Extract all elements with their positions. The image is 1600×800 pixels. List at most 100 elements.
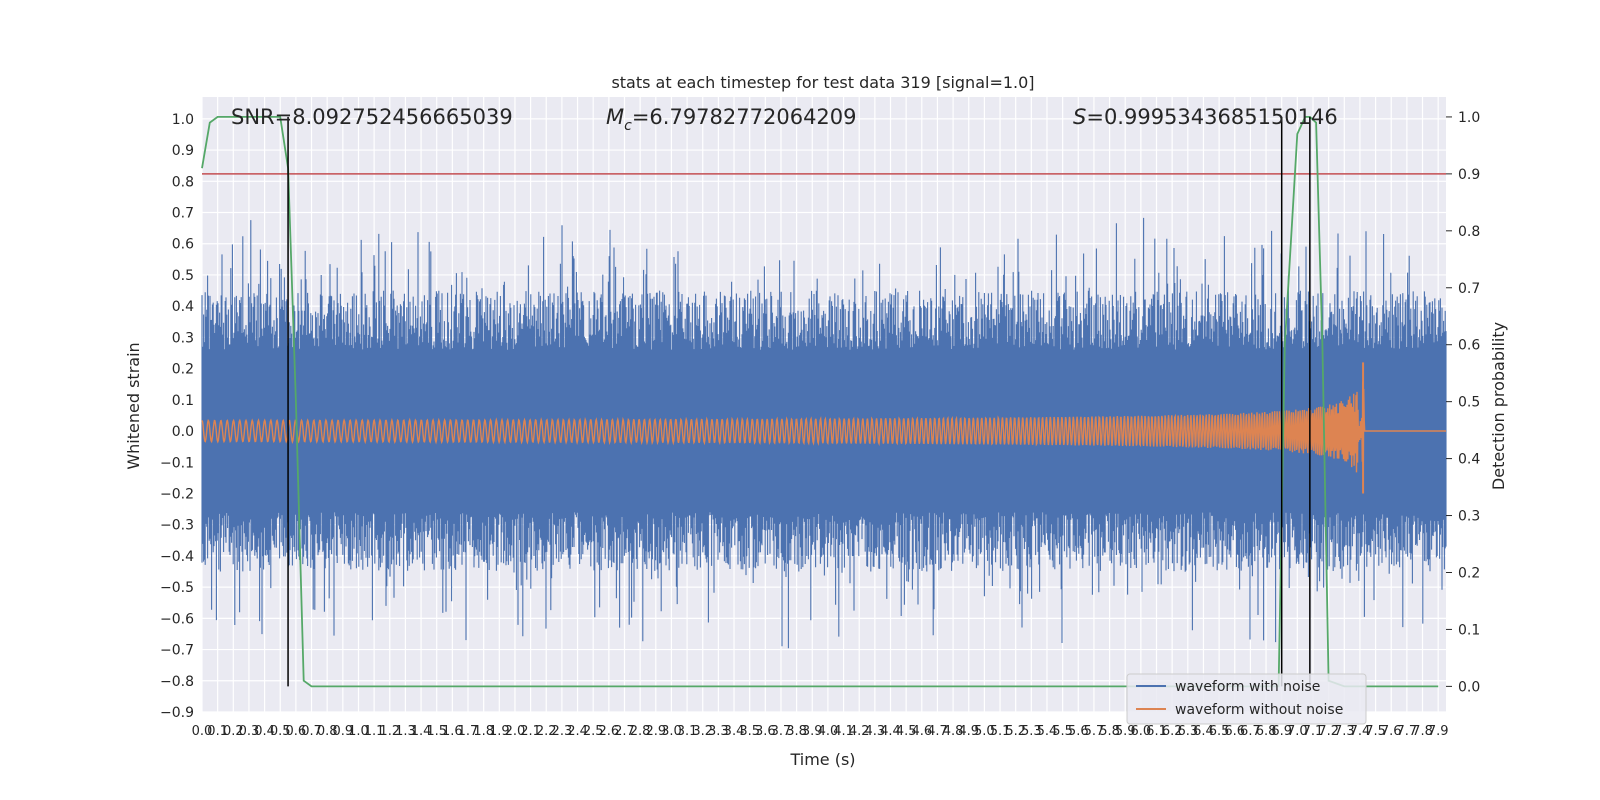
vertical-lines [287,116,1311,687]
x-tick-label: 7.2 [1318,724,1339,739]
s-symbol: S [1073,105,1086,129]
legend-box [1126,673,1367,725]
x-tick-label: 2.3 [552,724,573,739]
x-tick-label: 7.5 [1365,724,1386,739]
x-tick-label: 2.0 [505,724,526,739]
y-tick-label-right: 1.0 [1458,110,1480,126]
y-tick-label: 0.1 [172,393,194,409]
x-tick-label: 2.5 [583,724,604,739]
x-tick-label: 2.4 [567,724,588,739]
y-tick-label: 0.3 [172,330,194,346]
snr-annotation: SNR=8.092752456665039 [231,105,513,129]
x-tick-label: 1.3 [395,724,416,739]
x-tick-label: 5.8 [1099,724,1120,739]
x-tick-label: 7.8 [1412,724,1433,739]
x-tick-label: 2.2 [536,724,557,739]
series-detection-probability [201,116,1439,688]
s-annotation: S=0.9995343685150146 [1073,105,1338,129]
x-tick-label: 5.3 [1021,724,1042,739]
x-tick-label: 3.1 [677,724,698,739]
x-tick-label: 7.9 [1428,724,1449,739]
x-tick-label: 6.6 [1224,724,1245,739]
y-tick-label-right: 0.3 [1458,509,1480,525]
x-tick-label: 6.4 [1193,724,1214,739]
chart-title: stats at each timestep for test data 319… [611,73,1034,92]
y-tick-label-right: 0.7 [1458,281,1480,297]
x-tick-label: 7.0 [1287,724,1308,739]
x-tick-label: 6.3 [1177,724,1198,739]
x-tick-label: 2.9 [645,724,666,739]
x-tick-label: 4.5 [896,724,917,739]
y-axis-label-right: Detection probability [1489,322,1508,490]
x-tick-label: 1.7 [458,724,479,739]
x-axis-label: Time (s) [789,750,855,769]
y-tick-label: −0.3 [160,518,194,534]
y-tick-label: 0.5 [172,268,194,284]
y-ticks-right: 1.0 0.9 0.8 0.7 0.6 0.5 0.4 0.3 0.2 0.1 0.0 [1446,110,1480,695]
x-tick-label: 4.7 [927,724,948,739]
y-tick-label-right: 0.6 [1458,338,1480,354]
x-tick-label: 5.6 [1068,724,1089,739]
x-tick-label: 4.9 [958,724,979,739]
x-tick-label: 3.3 [708,724,729,739]
x-tick-label: 1.4 [411,724,432,739]
x-tick-label: 5.4 [1037,724,1058,739]
y-tick-label-right: 0.8 [1458,224,1480,240]
legend-label-clean: waveform without noise [1175,702,1343,718]
x-tick-label: 0.1 [207,724,228,739]
x-tick-label: 6.8 [1256,724,1277,739]
y-tick-label-right: 0.2 [1458,565,1480,581]
x-tick-label: 0.7 [301,724,322,739]
x-tick-label: 5.0 [974,724,995,739]
x-tick-label: 5.2 [1005,724,1026,739]
x-tick-label: 0.4 [254,724,275,739]
x-tick-label: 2.1 [520,724,541,739]
x-tick-label: 3.8 [786,724,807,739]
x-tick-label: 7.1 [1303,724,1324,739]
legend-label-noise: waveform with noise [1175,679,1320,695]
chirp-mass-subscript: c [624,118,632,134]
x-tick-label: 1.8 [473,724,494,739]
x-tick-label: 6.7 [1240,724,1261,739]
y-tick-label: −0.7 [160,643,194,659]
x-tick-label: 3.0 [661,724,682,739]
x-tick-label: 0.9 [332,724,353,739]
x-tick-label: 1.0 [348,724,369,739]
x-tick-label: 3.7 [771,724,792,739]
x-tick-label: 5.1 [990,724,1011,739]
x-tick-label: 2.8 [630,724,651,739]
x-tick-label: 3.9 [802,724,823,739]
x-tick-label: 5.7 [1084,724,1105,739]
y-tick-label: −0.1 [160,455,194,471]
x-tick-label: 4.8 [943,724,964,739]
x-tick-label: 5.9 [1115,724,1136,739]
y-tick-label: 0.9 [172,143,194,159]
x-tick-label: 0.6 [286,724,307,739]
series-waveform-without-noise [201,362,1446,494]
x-tick-label: 4.0 [818,724,839,739]
y-tick-label: 0.0 [172,424,194,440]
x-tick-label: 4.2 [849,724,870,739]
x-tick-label: 5.5 [1052,724,1073,739]
y-ticks-left: 1.0 0.9 0.8 0.7 0.6 0.5 0.4 0.3 0.2 0.1 0.0 −0.1 −0.… [160,112,194,721]
y-tick-label: −0.8 [160,674,194,690]
legend: waveform with noise waveform without noi… [1126,673,1367,725]
y-tick-label: 1.0 [172,112,194,128]
x-tick-label: 0.8 [317,724,338,739]
y-tick-label: 0.2 [172,362,194,378]
x-tick-label: 4.4 [880,724,901,739]
y-tick-label-right: 0.9 [1458,167,1480,183]
y-tick-label: −0.5 [160,580,194,596]
x-tick-label: 1.1 [364,724,385,739]
clean-waveform-path [201,381,1446,490]
x-tick-label: 3.5 [739,724,760,739]
x-tick-label: 0.2 [223,724,244,739]
y-tick-label: 0.7 [172,206,194,222]
y-tick-label: 0.4 [172,299,194,315]
x-tick-label: 7.3 [1334,724,1355,739]
x-tick-label: 6.0 [1131,724,1152,739]
x-tick-label: 3.4 [724,724,745,739]
x-tick-label: 4.3 [865,724,886,739]
